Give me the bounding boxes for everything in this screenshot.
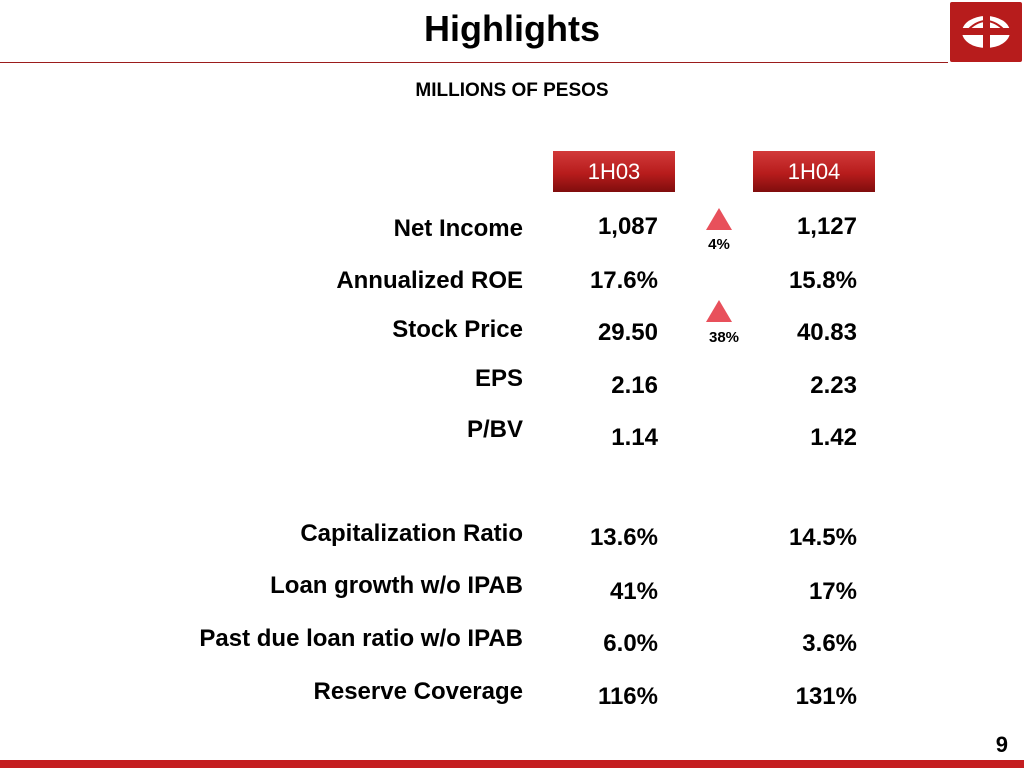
footer-bar [0,760,1024,768]
value-1h04-past-due-loan-ratio: 3.6% [802,630,857,657]
units-subtitle: MILLIONS OF PESOS [415,80,609,101]
row-label-capitalization-ratio: Capitalization Ratio [300,520,523,547]
value-1h03-capitalization-ratio: 13.6% [589,524,658,551]
title-divider [0,62,948,63]
row-label-net-income: Net Income [393,215,523,242]
value-1h03-net-income: 1,087 [597,213,658,240]
value-1h04-loan-growth: 17% [808,578,857,605]
value-1h03-pbv: 1.14 [611,424,658,451]
row-label-eps: EPS [474,365,523,392]
page-title: Highlights [424,8,600,49]
row-label-loan-growth: Loan growth w/o IPAB [270,572,523,599]
value-1h04-capitalization-ratio: 14.5% [788,524,857,551]
change-net-income: 4% [708,236,730,253]
bank-logo-icon [950,2,1022,62]
row-label-stock-price: Stock Price [392,316,523,343]
value-1h04-annualized-roe: 15.8% [788,267,857,294]
row-label-pbv: P/BV [466,416,523,443]
value-1h04-eps: 2.23 [810,372,857,399]
value-1h03-stock-price: 29.50 [597,319,658,346]
value-1h03-reserve-coverage: 116% [597,683,658,710]
value-1h04-stock-price: 40.83 [796,319,857,346]
value-1h04-pbv: 1.42 [810,424,857,451]
value-1h04-net-income: 1,127 [796,213,857,240]
value-1h03-annualized-roe: 17.6% [589,267,658,294]
column-header-1h03: 1H03 [553,151,675,192]
value-1h03-loan-growth: 41% [609,578,658,605]
value-1h04-reserve-coverage: 131% [795,683,857,710]
row-label-past-due-loan-ratio: Past due loan ratio w/o IPAB [199,625,523,652]
up-arrow-icon [706,208,732,230]
row-label-annualized-roe: Annualized ROE [336,267,523,294]
row-label-reserve-coverage: Reserve Coverage [313,678,523,705]
value-1h03-eps: 2.16 [611,372,658,399]
column-header-1h04: 1H04 [753,151,875,192]
page-number: 9 [995,732,1008,757]
change-stock-price: 38% [708,329,740,346]
up-arrow-icon [706,300,732,322]
value-1h03-past-due-loan-ratio: 6.0% [603,630,658,657]
